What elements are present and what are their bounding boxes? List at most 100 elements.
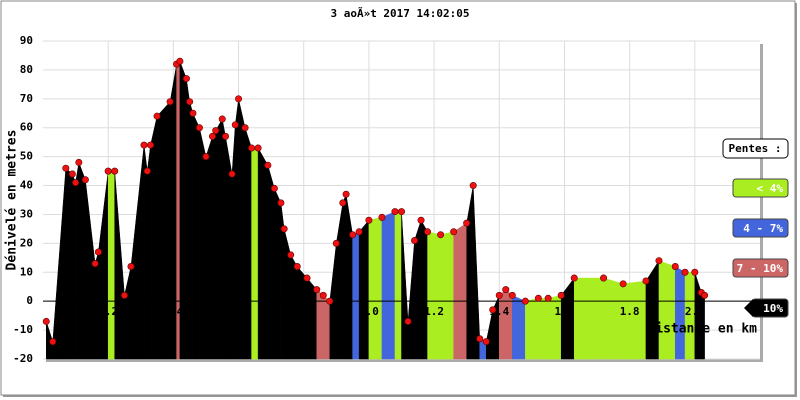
data-point: [147, 141, 155, 149]
data-point: [469, 182, 477, 190]
data-point: [476, 335, 484, 343]
y-tick-label: 0: [26, 294, 33, 307]
profile-segment: [603, 277, 624, 360]
profile-segment: [156, 101, 171, 360]
data-point: [94, 248, 102, 256]
profile-segment: [323, 294, 331, 360]
profile-segment: [251, 147, 259, 360]
data-point: [287, 251, 295, 259]
data-point: [319, 291, 327, 299]
data-point: [293, 262, 301, 270]
profile-segment: [420, 219, 428, 360]
profile-segment: [573, 277, 604, 360]
data-point: [81, 176, 89, 184]
profile-segment: [267, 165, 275, 360]
profile-segment: [257, 147, 269, 360]
data-point: [544, 294, 552, 302]
profile-segment: [147, 145, 151, 360]
data-point: [264, 161, 272, 169]
data-point: [642, 277, 650, 285]
y-tick-label: -20: [13, 352, 33, 365]
data-point: [450, 228, 458, 236]
data-point: [463, 219, 471, 227]
data-point: [570, 274, 578, 282]
data-point: [534, 294, 542, 302]
x-tick-label: 0.2: [98, 305, 118, 318]
data-point: [62, 164, 70, 172]
data-point: [218, 115, 226, 123]
y-tick-label: 60: [20, 121, 33, 134]
profile-segment: [394, 211, 402, 360]
profile-segment: [675, 266, 686, 360]
data-point: [489, 306, 497, 314]
data-point: [391, 208, 399, 216]
profile-segment: [205, 136, 213, 360]
profile-segment: [538, 298, 549, 360]
data-point: [671, 262, 679, 270]
data-point: [691, 268, 699, 276]
data-point: [417, 216, 425, 224]
data-point: [127, 262, 135, 270]
data-point: [120, 291, 128, 299]
profile-segment: [316, 289, 324, 360]
data-point: [378, 213, 386, 221]
data-point: [241, 124, 249, 132]
profile-segment: [222, 119, 226, 360]
profile-segment: [235, 98, 239, 360]
data-point: [270, 184, 278, 192]
profile-segment: [381, 211, 396, 360]
legend-title: Pentes :: [729, 142, 782, 155]
y-tick-label: -10: [13, 323, 33, 336]
data-point: [189, 109, 197, 117]
data-point: [186, 98, 194, 106]
profile-segment: [427, 231, 441, 360]
profile-segment: [499, 289, 507, 360]
data-point: [495, 291, 503, 299]
data-point: [195, 124, 203, 132]
data-point: [248, 144, 256, 152]
profile-segment: [512, 295, 526, 360]
x-tick-label: 1.0: [359, 305, 379, 318]
data-point: [72, 179, 80, 187]
data-point: [143, 167, 151, 175]
profile-segment: [622, 280, 647, 360]
x-tick-label: 1.6: [555, 305, 575, 318]
profile-segment: [186, 78, 190, 360]
x-tick-label: 0.4: [163, 305, 183, 318]
legend-swatch: [732, 218, 789, 238]
data-point: [91, 260, 99, 268]
profile-segment: [658, 260, 676, 360]
profile-segment: [358, 219, 370, 360]
y-tick-label: 30: [20, 207, 33, 220]
data-point: [75, 158, 83, 166]
x-tick-label: 1.2: [424, 305, 444, 318]
data-point: [342, 190, 350, 198]
data-point: [397, 208, 405, 216]
x-tick-label: 0.8: [294, 305, 314, 318]
y-axis-label: Dénivelé en metres: [5, 130, 20, 271]
data-point: [111, 167, 119, 175]
data-point: [153, 112, 161, 120]
data-point: [349, 231, 357, 239]
y-tick-label: 20: [20, 236, 33, 249]
profile-segment: [107, 170, 115, 360]
chart-title: 3 aoÃ»t 2017 14:02:05: [330, 7, 469, 20]
data-point: [681, 268, 689, 276]
data-point: [701, 291, 709, 299]
data-point: [508, 291, 516, 299]
data-point: [166, 98, 174, 106]
profile-segment: [72, 173, 76, 360]
profile-segment: [143, 145, 148, 360]
legend-label: 7 - 10%: [737, 262, 784, 275]
profile-segment: [453, 222, 467, 360]
data-point: [326, 297, 334, 305]
profile-segment: [215, 118, 223, 360]
data-point: [404, 317, 412, 325]
profile-segment: [342, 194, 347, 360]
data-point: [424, 228, 432, 236]
data-point: [482, 338, 490, 346]
y-tick-label: 40: [20, 179, 33, 192]
profile-segment: [189, 101, 194, 360]
legend-swatch: [732, 178, 789, 198]
